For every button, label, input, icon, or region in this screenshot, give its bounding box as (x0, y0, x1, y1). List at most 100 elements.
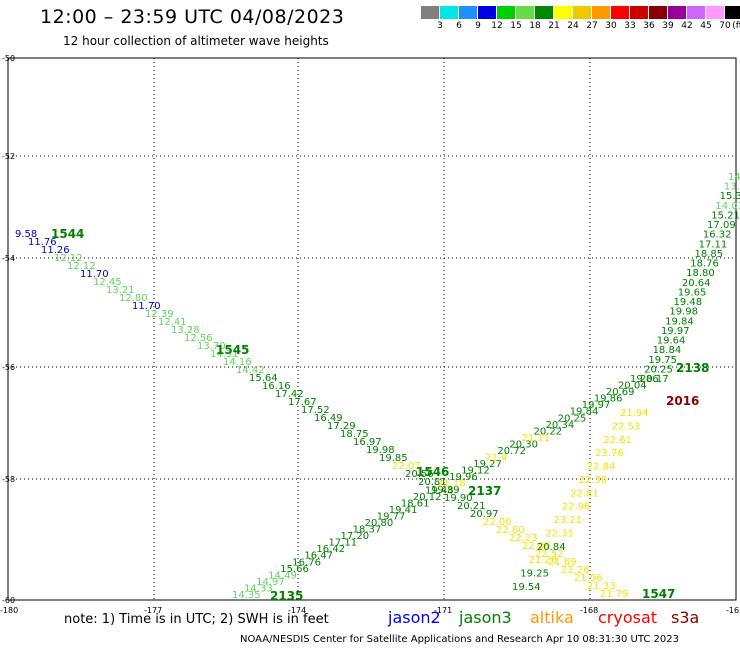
swh-value: 19.27 (473, 459, 502, 470)
swh-value: 22.84 (587, 462, 616, 473)
swh-value: 19.98 (366, 445, 395, 456)
color-scale-label: 70 (719, 21, 731, 31)
pass-number-label: 2135 (270, 589, 303, 603)
swh-value: 20.12 (413, 492, 442, 503)
credit-line: NOAA/NESDIS Center for Satellite Applica… (240, 634, 679, 645)
swh-value: 12.41 (158, 317, 187, 328)
lon-tick-label: -16 (726, 606, 739, 615)
swh-value: 19.39 (431, 485, 460, 496)
swh-value: 21.79 (600, 589, 629, 600)
swh-value: 19.85 (379, 453, 408, 464)
swh-value: 14.03 (715, 201, 740, 212)
swh-value: 16.42 (316, 544, 345, 555)
color-swatch (592, 6, 611, 19)
swh-value: 22.07 (392, 461, 421, 472)
map-subtitle: 12 hour collection of altimeter wave hei… (63, 34, 329, 48)
swh-value: 18.61 (401, 498, 430, 509)
satellite-legend-cryosat: cryosat (598, 608, 658, 627)
swh-value: 19.75 (648, 355, 677, 366)
swh-value: 21.94 (620, 408, 649, 419)
swh-value: 18.37 (353, 525, 382, 536)
color-scale-label: 6 (456, 21, 462, 31)
pass-number-label: 1547 (642, 587, 675, 601)
color-scale-label: 27 (586, 21, 598, 31)
swh-value: 11.70 (132, 301, 161, 312)
pass-number-label: 2138 (676, 361, 709, 375)
color-scale-label: 9 (475, 21, 481, 31)
swh-value: 14.33 (244, 583, 273, 594)
color-scale-label: 12 (491, 21, 503, 31)
swh-value: 19.90 (444, 493, 473, 504)
swh-value: 12.80 (119, 293, 148, 304)
swh-value: 20.64 (682, 278, 711, 289)
swh-value: 19.25 (520, 569, 549, 580)
swh-value: 16.49 (314, 413, 343, 424)
swh-value: 20.56 (405, 469, 434, 480)
swh-value: 17.42 (275, 389, 304, 400)
color-swatch (459, 6, 478, 19)
swh-value: 16.97 (353, 437, 382, 448)
swh-value: 22.52 (535, 549, 564, 560)
swh-value: 18.76 (690, 259, 719, 270)
swh-value: 12.39 (145, 309, 174, 320)
swh-value: 16.16 (262, 381, 291, 392)
swh-value: 22.23 (509, 533, 538, 544)
swh-value: 14.42 (236, 365, 265, 376)
swh-value: 19.86 (594, 394, 623, 405)
swh-value: 20.69 (606, 387, 635, 398)
swh-value: 17.11 (328, 538, 357, 549)
color-scale-label: 36 (643, 21, 655, 31)
color-swatch (421, 6, 440, 19)
color-scale-label: 45 (700, 21, 712, 31)
swh-value: 22.36 (578, 475, 607, 486)
swh-value: 18.80 (686, 268, 715, 279)
swh-value: 15.3 (720, 191, 740, 202)
swh-value: 20.81 (418, 477, 447, 488)
pass-number-label: 2016 (666, 394, 699, 408)
color-scale-label: 30 (605, 21, 617, 31)
lon-tick-label: -171 (434, 606, 452, 615)
color-scale-label: 3 (437, 21, 443, 31)
swh-value: 17.11 (699, 239, 728, 250)
swh-value: 20.84 (537, 542, 566, 553)
swh-value: 14.49 (268, 570, 297, 581)
swh-value: 14 (728, 172, 740, 183)
lat-tick-label: -52 (2, 152, 15, 161)
swh-value: 19.97 (661, 326, 690, 337)
swh-value: 19.77 (377, 511, 406, 522)
swh-value: 13.21 (106, 285, 135, 296)
swh-value: 19.65 (678, 287, 707, 298)
swh-value: 18.85 (694, 249, 723, 260)
swh-value: 13.70 (197, 341, 226, 352)
color-swatch (478, 6, 497, 19)
color-swatch (649, 6, 668, 19)
swh-value: 12.12 (67, 261, 96, 272)
swh-value: 19.98 (669, 307, 698, 318)
swh-value: 21.11 (521, 433, 550, 444)
swh-value: 21.96 (574, 573, 603, 584)
swh-value: 19.64 (657, 336, 686, 347)
swh-value: 20.80 (365, 518, 394, 529)
pass-number-label: 1545 (216, 343, 249, 357)
swh-value: 11.26 (41, 245, 70, 256)
lat-tick-label: -56 (2, 363, 15, 372)
swh-value: 15.66 (280, 564, 309, 575)
swh-value: 23.76 (595, 448, 624, 459)
swh-value: 18.75 (340, 429, 369, 440)
swh-value: 19.97 (582, 400, 611, 411)
swh-value: 20.25 (644, 364, 673, 375)
pass-number-label: 1544 (51, 227, 84, 241)
swh-value: 20.04 (618, 381, 647, 392)
swh-value: 15.64 (249, 373, 278, 384)
swh-value: 16.47 (304, 551, 333, 562)
color-swatch (725, 6, 740, 19)
color-scale-label: 21 (548, 21, 560, 31)
swh-value: 14.31 (210, 349, 239, 360)
pass-number-label: 2137 (468, 484, 501, 498)
swh-value: 19.84 (570, 407, 599, 418)
swh-value: 14.35 (232, 590, 261, 601)
swh-value: 15.21 (711, 210, 740, 221)
color-scale-label: 39 (662, 21, 674, 31)
swh-value: 20.25 (558, 413, 587, 424)
